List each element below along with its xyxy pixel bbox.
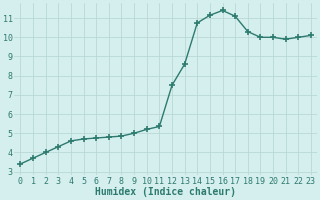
X-axis label: Humidex (Indice chaleur): Humidex (Indice chaleur) bbox=[95, 187, 236, 197]
